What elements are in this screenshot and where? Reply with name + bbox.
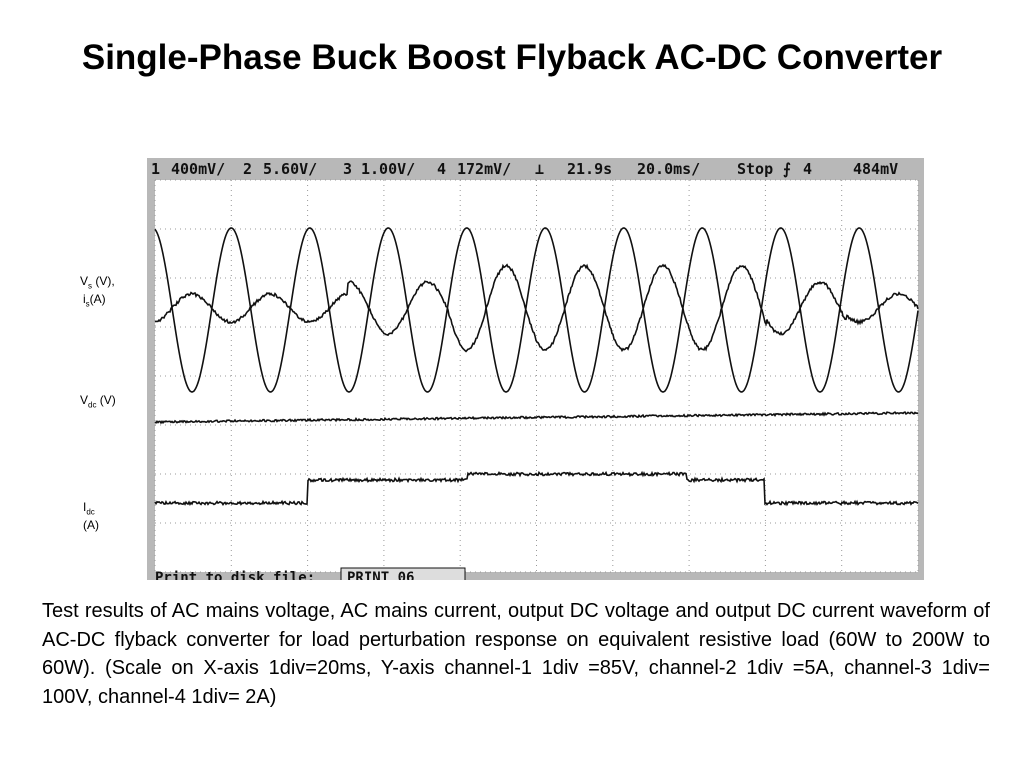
label-is: is(A) — [83, 292, 106, 308]
header-text: 21.9s — [567, 160, 612, 178]
footer-text: Print to disk file: — [155, 570, 315, 580]
header-text: 172mV/ — [457, 160, 511, 178]
header-text: ⊥ — [535, 160, 544, 178]
caption: Test results of AC mains voltage, AC mai… — [42, 597, 990, 711]
scope-footer: Print to disk file: PRINT_06 — [155, 568, 465, 580]
label-vdc: Vdc (V) — [80, 393, 116, 409]
label-vs: Vs (V), — [80, 274, 115, 290]
title: Single-Phase Buck Boost Flyback AC-DC Co… — [0, 38, 1024, 78]
header-text: 1 — [151, 160, 160, 178]
header-text: 1.00V/ — [361, 160, 415, 178]
header-text: 2 — [243, 160, 252, 178]
header-text: 3 — [343, 160, 352, 178]
label-idc-unit: (A) — [83, 518, 99, 532]
header-text: 4 — [803, 160, 812, 178]
header-text: 20.0ms/ — [637, 160, 700, 178]
header-text: ⨍ — [783, 160, 791, 178]
footer-text: PRINT_06 — [347, 570, 414, 580]
header-text: 400mV/ — [171, 160, 225, 178]
header-text: 5.60V/ — [263, 160, 317, 178]
label-idc: Idc — [83, 500, 95, 516]
header-text: 4 — [437, 160, 446, 178]
header-text: Stop — [737, 160, 773, 178]
header-text: 484mV — [853, 160, 898, 178]
oscilloscope-screen: 1 400mV/2 5.60V/3 1.00V/4 172mV/ ⊥ 21.9s 20.0ms… — [147, 158, 924, 580]
